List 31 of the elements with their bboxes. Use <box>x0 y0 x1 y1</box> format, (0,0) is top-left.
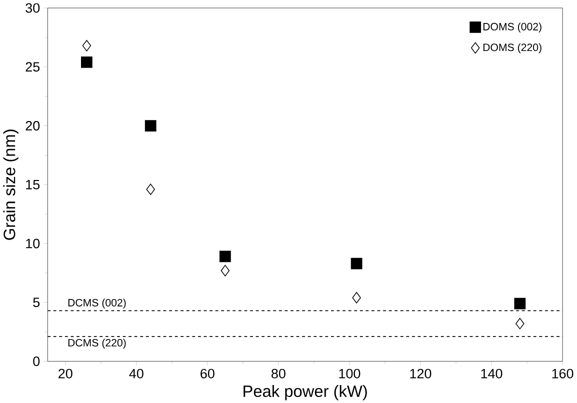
y-tick-label: 5 <box>33 297 40 307</box>
point <box>352 292 361 304</box>
point <box>146 183 155 195</box>
y-axis-title: Grain size (nm) <box>3 129 18 240</box>
x-tick-label: 100 <box>339 368 360 378</box>
x-tick-label: 20 <box>58 368 72 378</box>
point <box>144 120 156 132</box>
point <box>81 56 92 68</box>
point <box>350 258 362 270</box>
legend-label: DOMS (220) <box>483 43 542 53</box>
point <box>516 318 524 330</box>
x-tick-label: 120 <box>410 368 432 378</box>
point <box>514 298 526 310</box>
x-axis-title: Peak power (kW) <box>244 384 367 400</box>
y-tick-label: 20 <box>26 120 40 130</box>
point <box>220 264 230 276</box>
y-tick-label: 0 <box>33 356 40 366</box>
point <box>219 250 231 262</box>
legend-label: DOMS (002) <box>483 22 542 32</box>
ref-line-label: DCMS (220) <box>68 338 126 348</box>
x-tick-label: 140 <box>481 368 502 378</box>
y-tick-label: 10 <box>26 238 40 248</box>
x-tick-label: 80 <box>272 368 286 378</box>
ref-line-label: DCMS (002) <box>68 298 126 308</box>
x-tick-label: 160 <box>552 368 574 378</box>
y-tick-label: 30 <box>26 2 40 13</box>
y-tick-label: 25 <box>26 62 40 72</box>
x-tick-label: 40 <box>129 368 144 378</box>
y-tick-label: 15 <box>26 180 40 190</box>
point <box>82 40 92 52</box>
x-tick-label: 60 <box>200 368 214 378</box>
